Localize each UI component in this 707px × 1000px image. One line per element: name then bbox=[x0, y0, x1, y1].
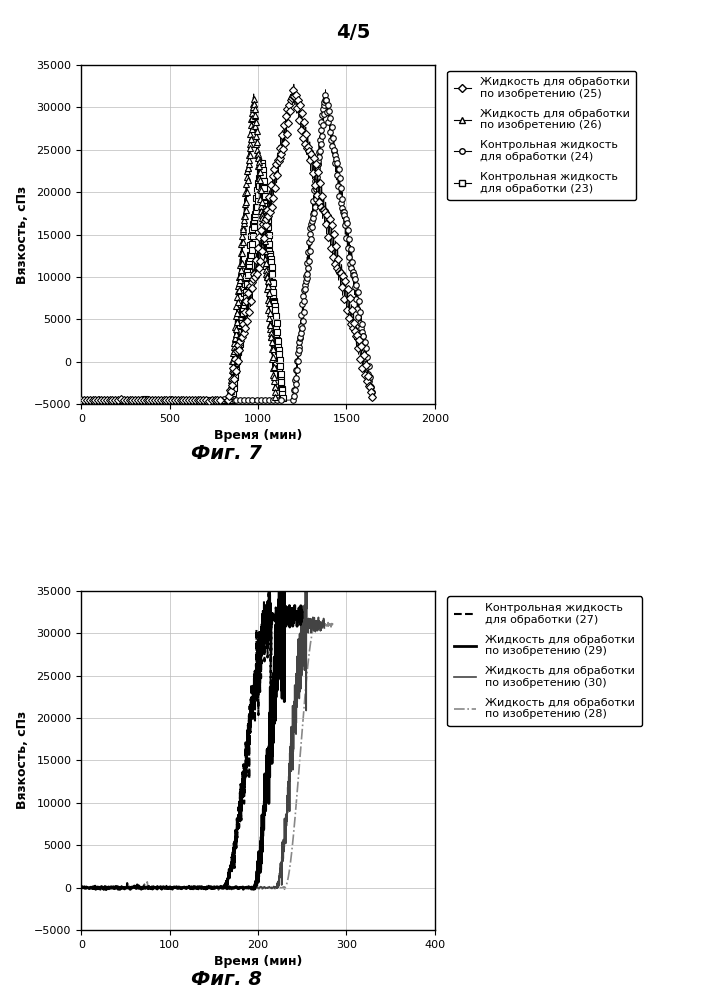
Legend: Контрольная жидкость
для обработки (27), Жидкость для обработки
по изобретению (: Контрольная жидкость для обработки (27),… bbox=[448, 596, 642, 726]
X-axis label: Время (мин): Время (мин) bbox=[214, 429, 303, 442]
Y-axis label: Вязкость, сПз: Вязкость, сПз bbox=[16, 186, 29, 284]
Text: 4/5: 4/5 bbox=[337, 22, 370, 41]
Legend: Жидкость для обработки
по изобретению (25), Жидкость для обработки
по изобретени: Жидкость для обработки по изобретению (2… bbox=[448, 71, 636, 200]
Text: Фиг. 7: Фиг. 7 bbox=[191, 444, 262, 463]
Y-axis label: Вязкость, сПз: Вязкость, сПз bbox=[16, 711, 29, 809]
X-axis label: Время (мин): Время (мин) bbox=[214, 955, 303, 968]
Text: Фиг. 8: Фиг. 8 bbox=[191, 970, 262, 989]
